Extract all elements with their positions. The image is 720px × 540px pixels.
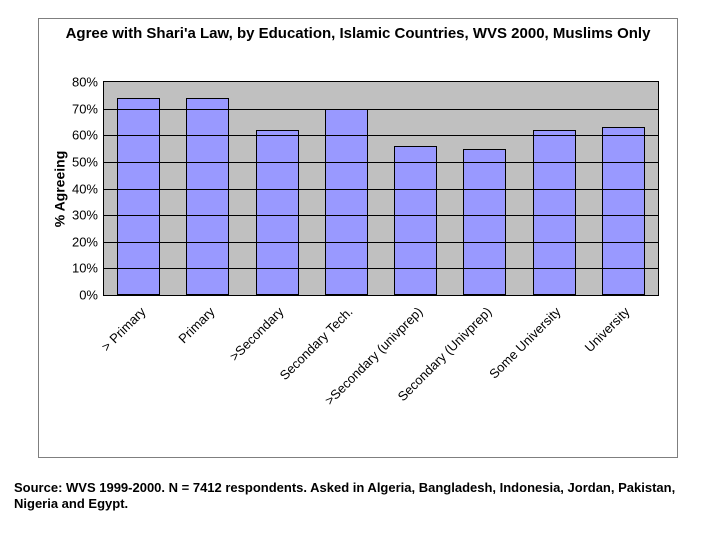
y-tick-label: 20% (72, 234, 104, 249)
plot-area: 0%10%20%30%40%50%60%70%80% (103, 81, 659, 296)
grid-line (104, 162, 658, 163)
plot-wrap: 0%10%20%30%40%50%60%70%80% (103, 81, 659, 296)
bar (117, 98, 160, 295)
grid-line (104, 242, 658, 243)
y-tick-label: 70% (72, 101, 104, 116)
grid-line (104, 189, 658, 190)
grid-line (104, 109, 658, 110)
y-tick-label: 80% (72, 75, 104, 90)
y-axis-title: % Agreeing (49, 81, 69, 296)
y-tick-label: 40% (72, 181, 104, 196)
grid-line (104, 135, 658, 136)
chart-title: Agree with Shari'a Law, by Education, Is… (39, 19, 677, 45)
y-tick-label: 30% (72, 208, 104, 223)
y-tick-label: 10% (72, 261, 104, 276)
bar (186, 98, 229, 295)
y-tick-label: 0% (79, 288, 104, 303)
bar (256, 130, 299, 295)
chart-container: Agree with Shari'a Law, by Education, Is… (38, 18, 678, 458)
y-tick-label: 50% (72, 154, 104, 169)
bar (394, 146, 437, 295)
x-labels-layer: > PrimaryPrimary>SecondarySecondary Tech… (103, 300, 659, 450)
source-note: Source: WVS 1999-2000. N = 7412 responde… (14, 480, 706, 513)
page: { "chart": { "type": "bar", "title": "Ag… (0, 0, 720, 540)
y-tick-label: 60% (72, 128, 104, 143)
y-axis-title-text: % Agreeing (51, 150, 67, 227)
bar (533, 130, 576, 295)
